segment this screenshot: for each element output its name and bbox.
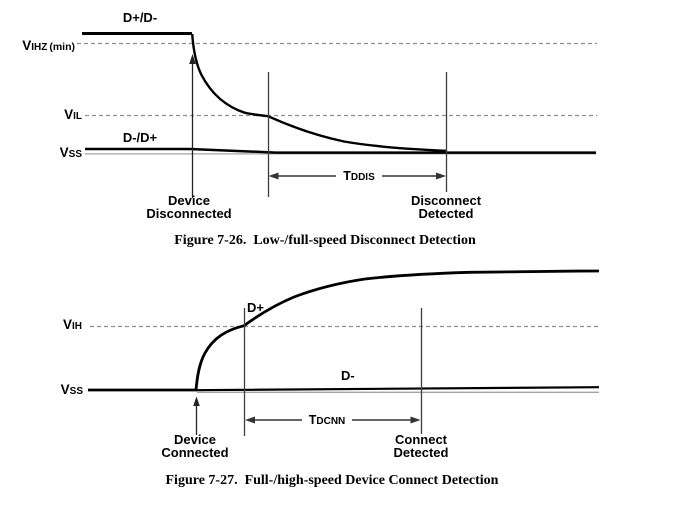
tddis-interval-label: TDDIS [325,169,393,183]
vihz-suffix-text: (min) [49,41,75,53]
disconnect-decay-curve [191,33,447,152]
dminus-dplus-signal [85,147,596,154]
connect-detected-line2: Detected [393,445,449,460]
tddis-right-arrowhead-icon [436,172,446,180]
figure-7-26-caption: Figure 7-26. Low-/full-speed Disconnect … [174,233,476,248]
vss-main-text-top: V [59,145,69,160]
device-connected-annotation: Device Connected [125,433,265,459]
dplus-dminus-signal-label: D+/D- [122,10,158,25]
dminus-signal [195,386,600,392]
figure-7-26-waveforms [77,32,597,198]
tddis-main-text: T [343,169,351,183]
vihz-main-text: V [22,38,32,53]
disconnect-detected-annotation: Disconnect Detected [376,194,516,220]
disconnect-detected-line2: Detected [418,206,474,221]
dminus-dplus-signal-label: D-/D+ [122,130,158,145]
connect-detected-annotation: Connect Detected [351,433,491,459]
device-disconnected-line2: Disconnected [146,206,232,221]
vss-sub-text-bottom: SS [69,386,83,397]
vihz-sub-text: IHZ [31,42,48,53]
device-connected-line2: Connected [161,445,229,460]
vih-main-text: V [62,317,72,332]
vihz-min-level-label: VIHZ (min) [0,38,75,53]
vss-level-label-bottom: VSS [0,382,83,397]
vih-level-label: VIH [0,317,82,332]
device-disconnected-line1: Device [168,193,210,208]
tddis-left-arrowhead-icon [268,172,279,180]
vil-main-text: V [64,107,74,122]
tdcnn-interval-label: TDCNN [293,413,361,427]
vih-sub-text: IH [72,321,82,332]
connect-detected-line1: Connect [395,432,447,447]
disconnect-detected-line1: Disconnect [410,193,482,208]
vil-sub-text: IL [73,111,82,122]
dplus-signal-label: D+ [247,300,264,315]
device-connected-arrowhead-icon [193,396,200,406]
tdcnn-main-text: T [308,413,317,427]
device-disconnected-annotation: Device Disconnected [119,194,259,220]
tdcnn-sub-text: DCNN [316,416,346,427]
vss-main-text-bottom: V [60,382,70,397]
tdcnn-left-arrowhead-icon [245,416,255,424]
connect-rise-curve [88,269,600,392]
tdcnn-right-arrowhead-icon [410,416,421,424]
figure-7-27-caption: Figure 7-27. Full-/high-speed Device Con… [165,473,499,488]
tddis-sub-text: DDIS [350,172,375,183]
figure-7-27-waveforms [88,269,600,436]
vss-sub-text-top: SS [68,149,82,160]
vss-level-label-top: VSS [0,145,82,160]
device-disconnected-arrowhead-icon [189,54,196,64]
vil-level-label: VIL [0,107,82,122]
device-connected-line1: Device [174,432,216,447]
dminus-signal-label: D- [341,368,355,383]
